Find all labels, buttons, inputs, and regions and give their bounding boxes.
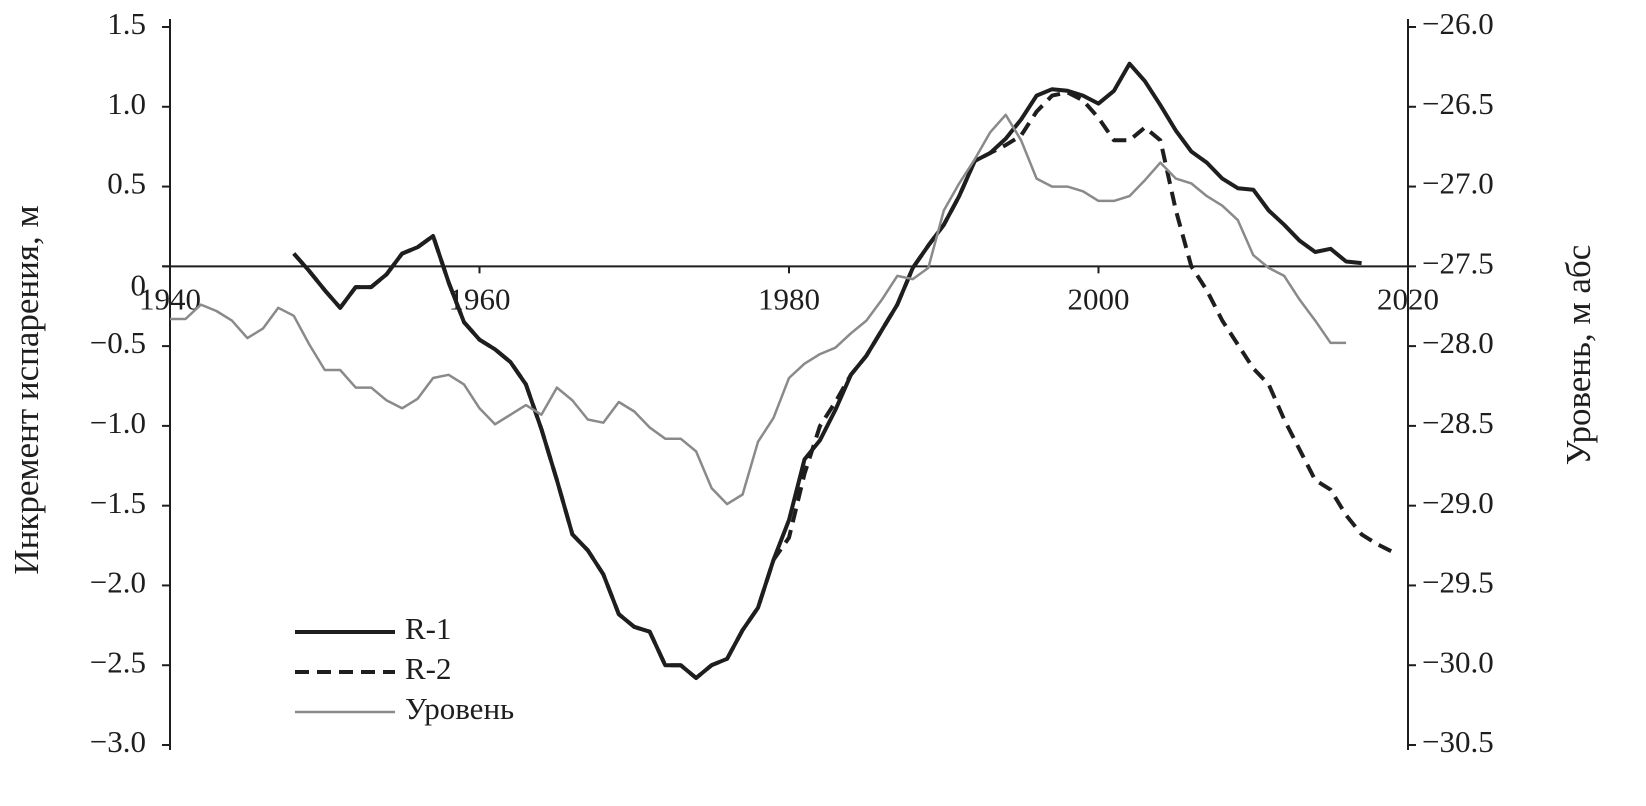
x-tick-label: 1980 xyxy=(758,281,820,316)
y-tick-label: −2.5 xyxy=(90,644,146,679)
y-tick-label: −1.5 xyxy=(90,485,146,520)
y2-tick-label: −27.5 xyxy=(1422,245,1494,280)
y-tick-label: −0.5 xyxy=(90,325,146,360)
legend-label: R-2 xyxy=(405,651,452,686)
y-axis-title: Инкремент испарения, м xyxy=(7,205,46,574)
legend-label: Уровень xyxy=(405,691,514,726)
y-tick-label: 1.0 xyxy=(107,86,146,121)
series-line xyxy=(170,113,1347,506)
x-tick-label: 2000 xyxy=(1068,281,1130,316)
series-line xyxy=(292,90,1394,680)
y2-tick-label: −26.0 xyxy=(1422,6,1494,41)
y2-tick-label: −30.0 xyxy=(1422,644,1494,679)
x-tick-label: 1940 xyxy=(139,281,201,316)
y2-tick-label: −28.5 xyxy=(1422,405,1494,440)
y2-tick-label: −28.0 xyxy=(1422,325,1494,360)
x-tick-label: 2020 xyxy=(1377,281,1439,316)
y-tick-label: −3.0 xyxy=(90,724,146,759)
series-line xyxy=(292,61,1362,680)
y-tick-label: 1.5 xyxy=(107,6,146,41)
y2-tick-label: −30.5 xyxy=(1422,724,1494,759)
y2-tick-label: −29.0 xyxy=(1422,485,1494,520)
y2-axis-title: Уровень, м абс xyxy=(1559,245,1598,466)
y2-tick-label: −27.0 xyxy=(1422,166,1494,201)
y-tick-label: 0 xyxy=(131,267,147,302)
y-tick-label: 0.5 xyxy=(107,166,146,201)
legend-label: R-1 xyxy=(405,611,452,646)
y2-tick-label: −26.5 xyxy=(1422,86,1494,121)
y-tick-label: −2.0 xyxy=(90,565,146,600)
y2-tick-label: −29.5 xyxy=(1422,565,1494,600)
y-tick-label: −1.0 xyxy=(90,405,146,440)
